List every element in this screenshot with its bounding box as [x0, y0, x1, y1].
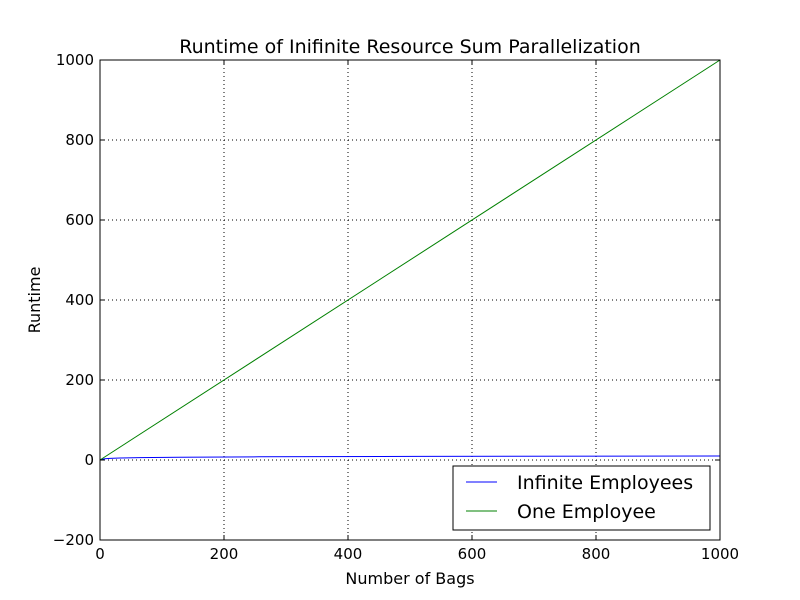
legend-box	[452, 465, 711, 531]
y-tick-label: 600	[65, 211, 94, 229]
y-tick-label: 1000	[56, 51, 94, 69]
series-lines	[99, 59, 721, 461]
x-tick-label: 1000	[701, 545, 739, 563]
y-tick-label: 800	[65, 131, 94, 149]
y-tick-label: 400	[65, 291, 94, 309]
series-line-infinite-employees	[100, 455, 721, 461]
x-tick-label: 0	[95, 545, 105, 563]
y-tick-label: 0	[84, 451, 94, 469]
x-axis-label: Number of Bags	[345, 569, 474, 588]
y-tick-label: −200	[53, 531, 94, 549]
legend-label-infinite-employees: Infinite Employees	[517, 472, 693, 494]
x-tick-label: 200	[210, 545, 239, 563]
chart-title: Runtime of Inifinite Resource Sum Parall…	[179, 36, 640, 58]
y-tick-label: 200	[65, 371, 94, 389]
series-line-one-employee	[99, 59, 721, 461]
legend-label-one-employee: One Employee	[517, 501, 656, 523]
x-tick-label: 600	[458, 545, 487, 563]
legend: Infinite Employees One Employee	[452, 465, 711, 531]
y-axis-label: Runtime	[25, 267, 44, 334]
x-tick-label: 800	[582, 545, 611, 563]
x-tick-label: 400	[334, 545, 363, 563]
